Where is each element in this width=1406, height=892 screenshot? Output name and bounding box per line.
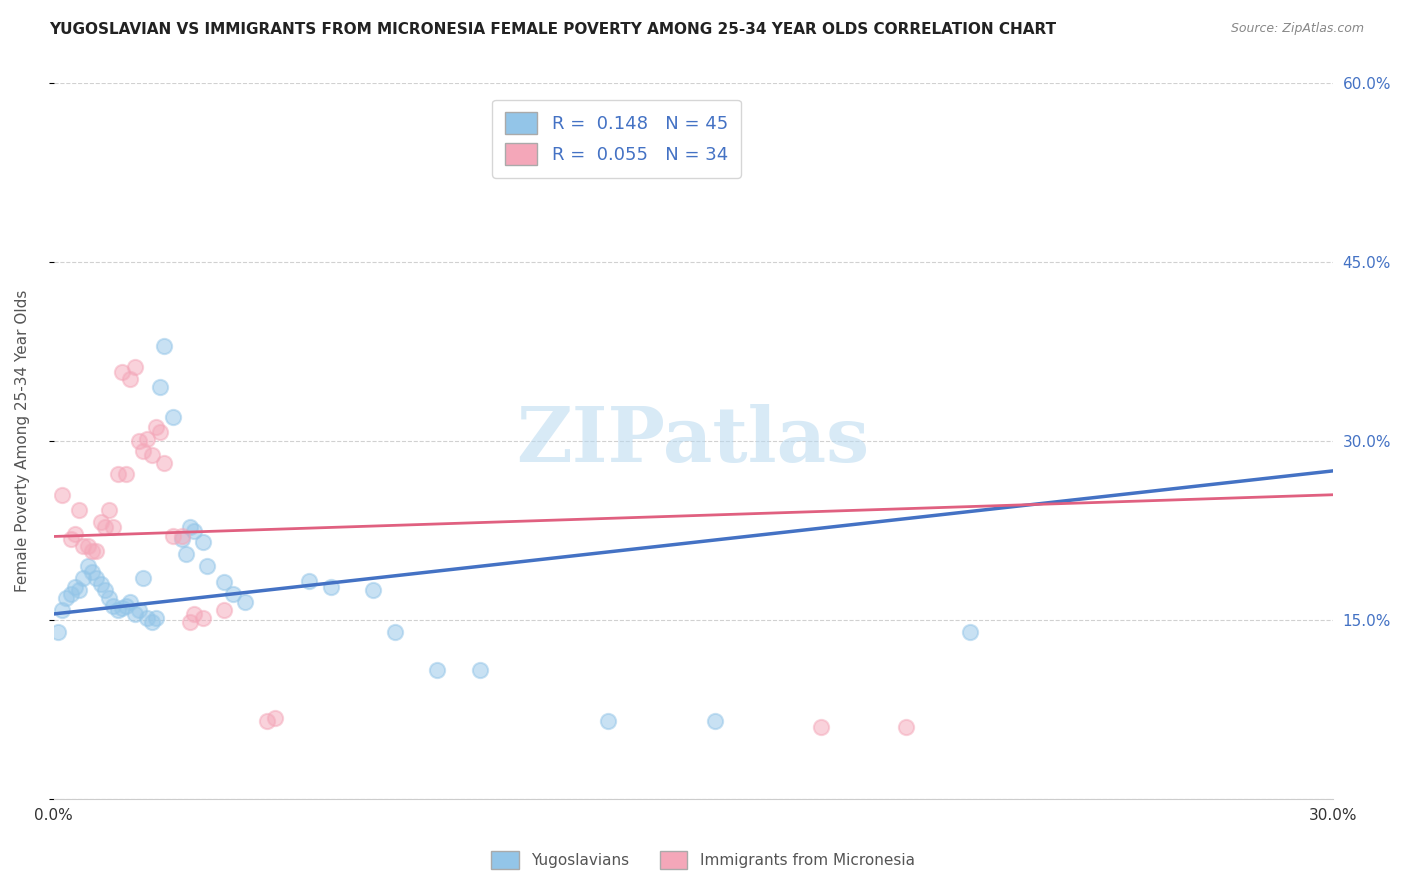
Point — [84, 543, 107, 558]
Point — [103, 599, 125, 613]
Point — [132, 443, 155, 458]
Point — [183, 524, 205, 538]
Point — [128, 434, 150, 449]
Point — [80, 543, 103, 558]
Text: YUGOSLAVIAN VS IMMIGRANTS FROM MICRONESIA FEMALE POVERTY AMONG 25-34 YEAR OLDS C: YUGOSLAVIAN VS IMMIGRANTS FROM MICRONESI… — [49, 22, 1056, 37]
Point — [136, 432, 159, 446]
Point — [363, 583, 385, 598]
Point — [63, 527, 86, 541]
Y-axis label: Female Poverty Among 25-34 Year Olds: Female Poverty Among 25-34 Year Olds — [15, 290, 30, 592]
Point — [55, 591, 77, 606]
Point — [191, 535, 214, 549]
Point — [115, 467, 138, 482]
Point — [222, 587, 245, 601]
Point — [162, 410, 184, 425]
Point — [145, 419, 167, 434]
Point — [183, 607, 205, 621]
Point — [120, 372, 142, 386]
Point — [136, 610, 159, 624]
Point — [128, 603, 150, 617]
Point — [94, 583, 117, 598]
Point — [76, 559, 98, 574]
Point — [84, 571, 107, 585]
Point — [89, 515, 111, 529]
Point — [170, 532, 193, 546]
Text: Source: ZipAtlas.com: Source: ZipAtlas.com — [1230, 22, 1364, 36]
Point — [80, 566, 103, 580]
Point — [174, 547, 197, 561]
Point — [426, 663, 449, 677]
Point — [468, 663, 491, 677]
Point — [212, 603, 235, 617]
Point — [59, 532, 82, 546]
Point — [103, 520, 125, 534]
Point — [896, 720, 918, 734]
Point — [120, 595, 142, 609]
Point — [162, 529, 184, 543]
Point — [72, 539, 94, 553]
Point — [235, 595, 257, 609]
Point — [59, 587, 82, 601]
Point — [89, 577, 111, 591]
Point — [111, 601, 134, 615]
Legend: R =  0.148   N = 45, R =  0.055   N = 34: R = 0.148 N = 45, R = 0.055 N = 34 — [492, 100, 741, 178]
Point — [98, 503, 121, 517]
Point — [149, 380, 172, 394]
Point — [141, 449, 163, 463]
Point — [51, 488, 73, 502]
Point — [179, 520, 201, 534]
Point — [107, 603, 129, 617]
Point — [63, 580, 86, 594]
Point — [46, 624, 69, 639]
Point — [153, 339, 176, 353]
Point — [107, 467, 129, 482]
Point — [98, 591, 121, 606]
Point — [153, 456, 176, 470]
Point — [111, 365, 134, 379]
Point — [179, 615, 201, 630]
Text: ZIPatlas: ZIPatlas — [516, 404, 870, 478]
Point — [115, 599, 138, 613]
Point — [67, 503, 90, 517]
Point — [319, 580, 342, 594]
Point — [94, 520, 117, 534]
Point — [170, 529, 193, 543]
Point — [298, 574, 321, 588]
Point — [67, 583, 90, 598]
Point — [264, 711, 287, 725]
Point — [191, 610, 214, 624]
Point — [72, 571, 94, 585]
Point — [703, 714, 725, 729]
Point — [384, 624, 406, 639]
Point — [124, 607, 146, 621]
Point — [145, 610, 167, 624]
Point — [959, 624, 981, 639]
Point — [810, 720, 832, 734]
Point — [149, 425, 172, 439]
Point — [596, 714, 619, 729]
Point — [256, 714, 278, 729]
Point — [124, 360, 146, 375]
Point — [76, 539, 98, 553]
Point — [51, 603, 73, 617]
Point — [141, 615, 163, 630]
Point — [195, 559, 218, 574]
Point — [212, 574, 235, 589]
Legend: Yugoslavians, Immigrants from Micronesia: Yugoslavians, Immigrants from Micronesia — [485, 845, 921, 875]
Point — [132, 571, 155, 585]
